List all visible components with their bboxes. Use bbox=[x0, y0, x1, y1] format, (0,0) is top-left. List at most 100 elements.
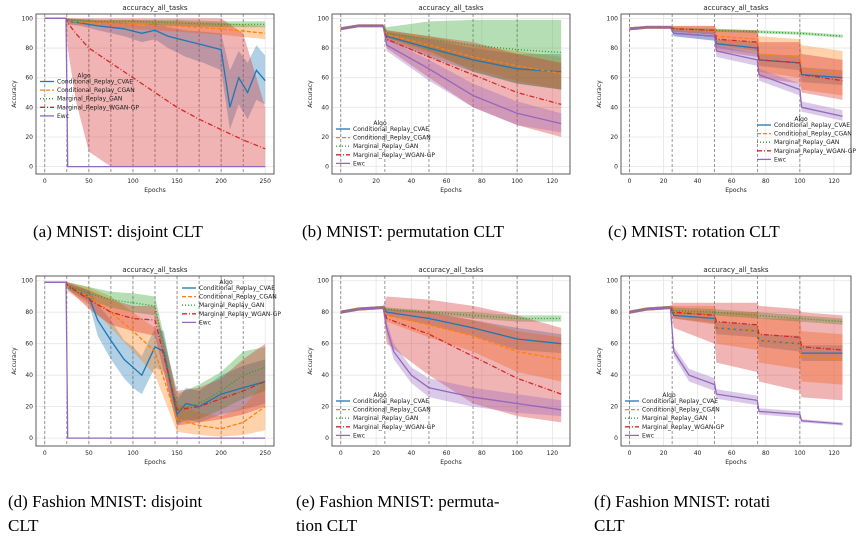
band-wgan bbox=[340, 296, 562, 423]
x-tick-label: 100 bbox=[511, 450, 523, 457]
legend-title: Algo bbox=[373, 120, 387, 127]
x-tick-label: 0 bbox=[628, 450, 632, 457]
legend-label-gan: Marginal_Replay_GAN bbox=[642, 415, 707, 422]
y-axis-label: Accuracy bbox=[596, 80, 603, 108]
x-tick-label: 20 bbox=[372, 450, 380, 457]
caption-f-line2: CLT bbox=[594, 516, 625, 535]
band-wgan bbox=[629, 25, 843, 100]
y-tick-label: 100 bbox=[318, 15, 330, 22]
y-tick-label: 20 bbox=[610, 134, 618, 141]
chart-d: 0 50 100 150 200 250 0 20 40 60 80 100 accuracy_all_… bbox=[11, 266, 281, 466]
plot-area bbox=[332, 276, 570, 446]
line-ewc bbox=[44, 17, 266, 168]
legend-title: Algo bbox=[373, 392, 387, 399]
chart-panel-d: 0 50 100 150 200 250 0 20 40 60 80 100 accuracy_all_… bbox=[0, 262, 290, 472]
plot-area bbox=[621, 276, 851, 446]
legend-label-cvae: Conditional_Replay_CVAE bbox=[353, 126, 429, 133]
x-tick-label: 0 bbox=[43, 178, 47, 185]
chart-panel-e: 0 20 40 60 80 100 120 0 20 40 60 80 100 accuracy_all_… bbox=[296, 262, 586, 472]
y-tick-label: 60 bbox=[610, 341, 618, 348]
y-tick-label: 40 bbox=[25, 372, 33, 379]
band-cvae bbox=[340, 305, 562, 354]
chart-title: accuracy_all_tasks bbox=[703, 4, 768, 12]
legend-label-wgan: Marginal_Replay_WGAN-GP bbox=[642, 424, 724, 431]
x-tick-label: 150 bbox=[171, 450, 183, 457]
x-tick-label: 50 bbox=[85, 178, 93, 185]
x-tick-label: 50 bbox=[85, 450, 93, 457]
x-tick-label: 60 bbox=[443, 178, 451, 185]
chart-c: 0 20 40 60 80 100 120 0 20 40 60 80 100 accuracy_all_… bbox=[596, 4, 856, 194]
chart-title: accuracy_all_tasks bbox=[122, 266, 187, 274]
legend-label-ewc: Ewc bbox=[353, 432, 365, 439]
y-tick-label: 80 bbox=[25, 45, 33, 52]
x-tick-label: 60 bbox=[728, 178, 736, 185]
plot-frame bbox=[35, 275, 275, 447]
legend-label-wgan: Marginal_Replay_WGAN-GP bbox=[774, 148, 856, 155]
y-tick-label: 80 bbox=[321, 309, 329, 316]
y-tick-label: 40 bbox=[321, 104, 329, 111]
y-tick-label: 100 bbox=[318, 278, 330, 285]
band-cvae bbox=[629, 305, 843, 361]
x-tick-label: 0 bbox=[628, 178, 632, 185]
y-tick-label: 0 bbox=[325, 435, 329, 442]
legend-label-gan: Marginal_Replay_GAN bbox=[353, 415, 418, 422]
y-tick-label: 100 bbox=[22, 278, 34, 285]
x-axis-label: Epochs bbox=[440, 187, 462, 194]
x-tick-label: 120 bbox=[547, 178, 559, 185]
line-cgan bbox=[44, 281, 266, 430]
band-ewc bbox=[340, 305, 562, 417]
y-tick-label: 60 bbox=[321, 341, 329, 348]
legend-label-gan: Marginal_Replay_GAN bbox=[199, 302, 264, 309]
legend-label-ewc: Ewc bbox=[774, 156, 786, 163]
y-tick-label: 100 bbox=[607, 278, 619, 285]
plot-frame bbox=[331, 13, 571, 175]
x-tick-label: 120 bbox=[828, 450, 840, 457]
chart-title: accuracy_all_tasks bbox=[122, 4, 187, 12]
x-tick-label: 0 bbox=[339, 178, 343, 185]
band-cgan bbox=[340, 24, 562, 90]
x-tick-label: 100 bbox=[511, 178, 523, 185]
caption-b: (b) MNIST: permutation CLT bbox=[302, 222, 505, 241]
legend-title: Algo bbox=[77, 73, 91, 80]
legend-label-ewc: Ewc bbox=[642, 432, 654, 439]
x-tick-label: 100 bbox=[794, 178, 806, 185]
legend-label-gan: Marginal_Replay_GAN bbox=[57, 96, 122, 103]
band-cvae bbox=[340, 24, 562, 90]
legend-label-ewc: Ewc bbox=[353, 160, 365, 167]
legend-label-wgan: Marginal_Replay_WGAN-GP bbox=[353, 152, 435, 159]
legend-title: Algo bbox=[662, 392, 676, 399]
x-tick-label: 100 bbox=[127, 450, 139, 457]
y-tick-label: 80 bbox=[25, 309, 33, 316]
legend-label-cgan: Conditional_Replay_CGAN bbox=[353, 407, 431, 414]
y-tick-label: 40 bbox=[610, 372, 618, 379]
band-cgan bbox=[629, 25, 843, 96]
x-tick-label: 120 bbox=[547, 450, 559, 457]
y-tick-label: 100 bbox=[22, 15, 34, 22]
chart-panel-b: 0 20 40 60 80 100 120 0 20 40 60 80 100 accuracy_all_… bbox=[296, 0, 586, 200]
legend-label-wgan: Marginal_Replay_WGAN-GP bbox=[199, 311, 281, 318]
band-cvae bbox=[44, 282, 266, 426]
legend-label-cgan: Conditional_Replay_CGAN bbox=[57, 87, 135, 94]
x-tick-label: 60 bbox=[728, 450, 736, 457]
x-axis-label: Epochs bbox=[144, 459, 166, 466]
x-tick-label: 20 bbox=[660, 450, 668, 457]
legend-label-wgan: Marginal_Replay_WGAN-GP bbox=[353, 424, 435, 431]
y-tick-label: 100 bbox=[607, 15, 619, 22]
x-axis-label: Epochs bbox=[725, 187, 747, 194]
plot-frame bbox=[620, 275, 852, 447]
x-tick-label: 40 bbox=[694, 178, 702, 185]
legend-label-wgan: Marginal_Replay_WGAN-GP bbox=[57, 104, 139, 111]
y-axis-label: Accuracy bbox=[596, 347, 603, 375]
y-tick-label: 20 bbox=[25, 134, 33, 141]
legend-label-cgan: Conditional_Replay_CGAN bbox=[353, 135, 431, 142]
plot-frame bbox=[620, 13, 852, 175]
y-tick-label: 60 bbox=[321, 75, 329, 82]
y-axis-label: Accuracy bbox=[11, 347, 18, 375]
y-axis-label: Accuracy bbox=[11, 80, 18, 108]
band-wgan bbox=[44, 282, 266, 426]
y-tick-label: 20 bbox=[321, 134, 329, 141]
band-ewc bbox=[340, 24, 562, 133]
x-tick-label: 100 bbox=[794, 450, 806, 457]
x-axis-label: Epochs bbox=[725, 459, 747, 466]
x-axis-label: Epochs bbox=[144, 187, 166, 194]
